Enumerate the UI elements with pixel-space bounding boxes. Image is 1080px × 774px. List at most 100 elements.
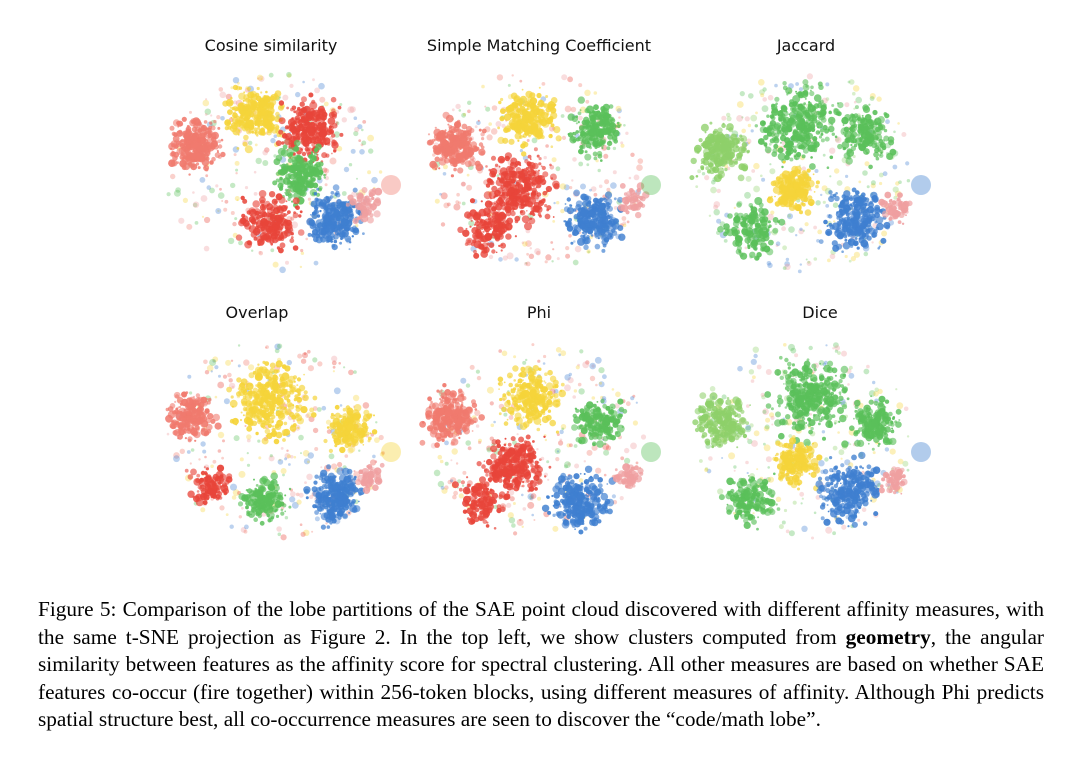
cloud-point [356, 177, 358, 180]
cloud-point [194, 156, 201, 163]
cloud-point [855, 190, 860, 195]
cloud-point [767, 213, 774, 221]
cloud-point [712, 145, 716, 149]
cloud-point [526, 106, 531, 110]
cloud-point [521, 88, 524, 91]
cloud-point [695, 175, 699, 178]
cloud-point [310, 151, 314, 154]
cloud-point [440, 138, 448, 147]
cloud-point [169, 125, 175, 131]
cloud-point [852, 154, 856, 159]
cloud-point [344, 235, 352, 243]
cloud-point [179, 154, 186, 161]
cloud-point [794, 151, 797, 154]
cloud-point [316, 187, 320, 191]
cloud-point [801, 170, 808, 177]
cloud-point [282, 94, 289, 101]
cloud-point [796, 187, 804, 196]
cloud-point [240, 115, 244, 119]
cloud-point [323, 137, 331, 145]
cloud-point [197, 128, 202, 133]
cloud-point [537, 175, 545, 183]
cloud-point [593, 114, 596, 117]
cloud-point [526, 210, 528, 212]
cloud-point [514, 219, 519, 224]
cloud-point [460, 181, 466, 187]
cloud-point [306, 183, 311, 188]
cloud-point [836, 180, 843, 186]
cloud-point [273, 158, 281, 166]
cloud-point [597, 168, 601, 173]
cloud-point [882, 171, 888, 177]
cloud-point [259, 110, 261, 113]
cloud-point [708, 214, 712, 217]
cloud-point [201, 145, 209, 153]
cloud-point [305, 176, 309, 180]
cloud-point [864, 232, 870, 238]
cloud-point [209, 187, 215, 194]
cloud-point [775, 244, 779, 247]
cloud-point [633, 174, 640, 181]
cloud-point [784, 176, 792, 184]
cloud-point [507, 83, 511, 87]
cloud-point [774, 179, 783, 188]
cloud-point [291, 156, 298, 163]
cloud-point [446, 202, 451, 207]
cloud-point [541, 165, 546, 171]
cloud-point [248, 122, 252, 126]
cloud-point [584, 89, 591, 96]
cloud-point [824, 136, 830, 142]
cloud-point [560, 208, 565, 214]
cloud-point [325, 195, 328, 198]
cloud-point [603, 197, 606, 201]
cloud-point [306, 130, 309, 133]
cloud-point [302, 161, 304, 163]
cloud-point [777, 147, 784, 154]
cloud-point [275, 140, 282, 147]
cloud-point [302, 80, 305, 84]
cloud-point [339, 241, 342, 245]
cloud-point [529, 212, 533, 216]
cloud-point [789, 185, 793, 189]
cloud-point [593, 104, 599, 111]
cloud-point [594, 243, 601, 250]
cloud-point [496, 174, 500, 178]
cloud-point [427, 133, 431, 136]
cloud-point [853, 113, 859, 119]
cloud-point [269, 242, 272, 244]
cloud-point [292, 197, 300, 205]
cloud-point [854, 105, 859, 110]
cloud-point [504, 125, 512, 133]
cloud-point [195, 162, 200, 166]
cloud-point [170, 159, 178, 167]
cloud-point [254, 143, 258, 147]
cloud-point [272, 180, 278, 186]
cloud-point [834, 136, 842, 144]
cloud-point [331, 244, 338, 251]
cloud-point [798, 87, 804, 92]
cloud-point [780, 105, 788, 112]
cloud-point [850, 256, 856, 262]
cloud-point [798, 176, 806, 184]
cloud-point [339, 132, 344, 137]
cloud-point [864, 224, 868, 228]
cloud-point [473, 223, 476, 226]
cloud-point [307, 232, 312, 237]
cloud-point [784, 154, 790, 161]
cloud-point [528, 253, 535, 259]
cloud-point [753, 162, 760, 170]
cloud-point [295, 91, 301, 98]
cloud-point [522, 141, 529, 148]
cloud-point [235, 172, 238, 175]
cloud-point [849, 129, 854, 134]
cloud-point [264, 121, 269, 126]
cloud-point [481, 137, 485, 141]
cloud-point [460, 132, 464, 136]
cloud-point [278, 100, 285, 106]
cloud-point [766, 114, 770, 118]
cloud-point [795, 90, 798, 93]
cloud-point [770, 132, 775, 137]
cloud-point [490, 128, 498, 135]
cloud-point [597, 153, 603, 159]
cloud-point [611, 228, 616, 233]
